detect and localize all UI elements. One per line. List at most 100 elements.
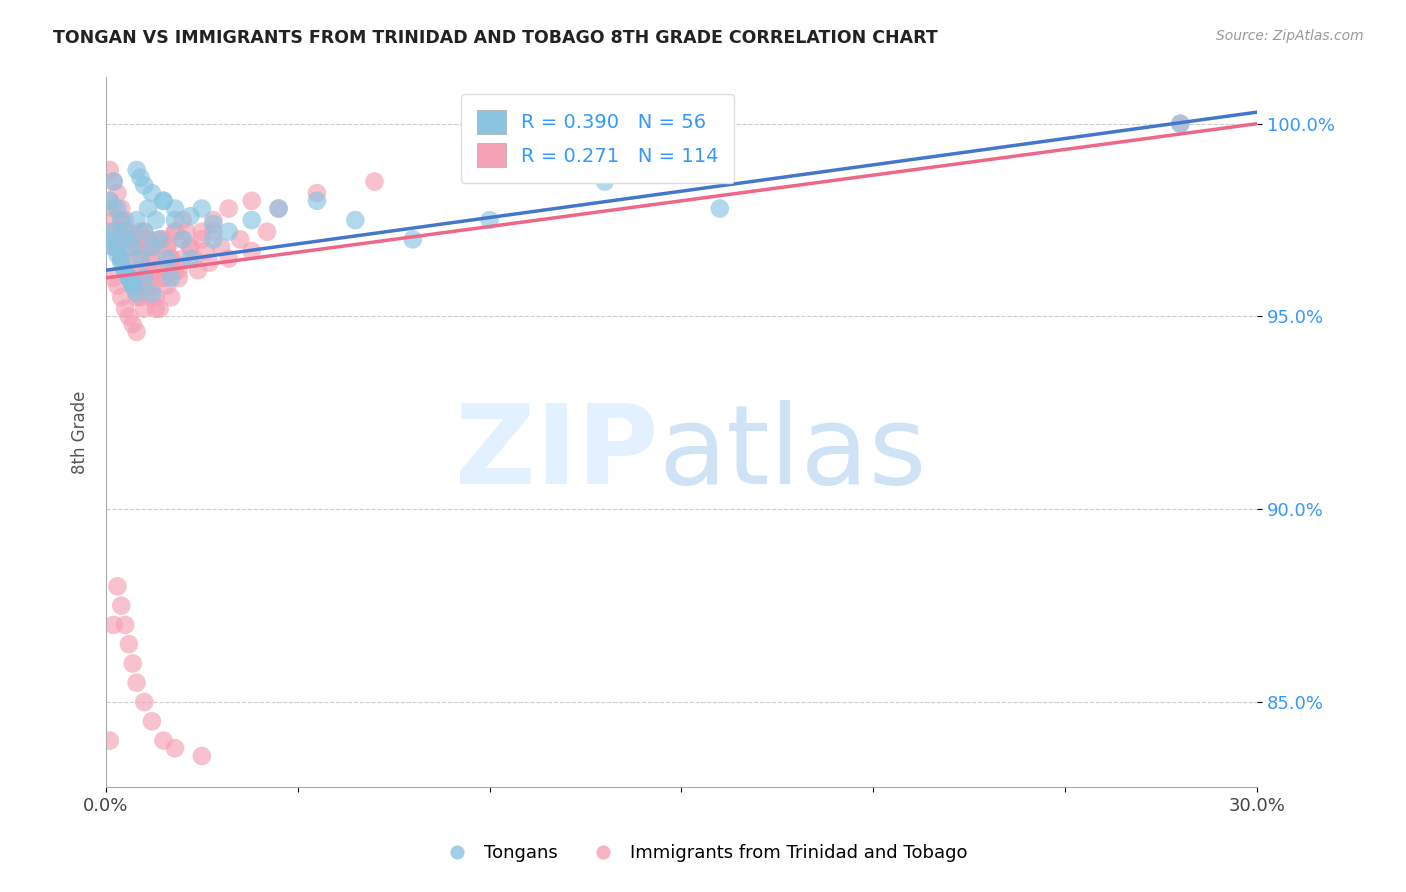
Point: [118, 271, 141, 285]
Point: [121, 317, 143, 331]
Point: [136, 278, 159, 293]
Point: [145, 290, 167, 304]
Text: atlas: atlas: [658, 400, 927, 507]
Point: [118, 232, 141, 246]
Point: [149, 232, 172, 246]
Point: [167, 263, 190, 277]
Point: [125, 252, 148, 266]
Y-axis label: 8th Grade: 8th Grade: [72, 391, 89, 474]
Point: [103, 175, 125, 189]
Point: [121, 240, 143, 254]
Point: [98, 232, 121, 246]
Point: [305, 194, 328, 208]
Point: [125, 213, 148, 227]
Point: [152, 733, 174, 747]
Point: [98, 733, 121, 747]
Point: [110, 252, 132, 266]
Point: [121, 278, 143, 293]
Point: [141, 186, 163, 200]
Point: [179, 240, 201, 254]
Point: [172, 213, 194, 227]
Point: [125, 290, 148, 304]
Point: [114, 263, 136, 277]
Point: [240, 244, 263, 258]
Point: [152, 271, 174, 285]
Point: [114, 213, 136, 227]
Point: [267, 202, 290, 216]
Point: [121, 232, 143, 246]
Point: [114, 263, 136, 277]
Point: [179, 252, 201, 266]
Point: [114, 263, 136, 277]
Point: [179, 240, 201, 254]
Point: [107, 186, 129, 200]
Point: [240, 213, 263, 227]
Point: [103, 618, 125, 632]
Point: [136, 202, 159, 216]
Point: [134, 225, 156, 239]
Point: [149, 263, 172, 277]
Point: [145, 263, 167, 277]
Point: [191, 225, 214, 239]
Point: [134, 271, 156, 285]
Point: [129, 290, 152, 304]
Point: [121, 240, 143, 254]
Point: [218, 202, 240, 216]
Point: [240, 194, 263, 208]
Point: [156, 240, 179, 254]
Point: [156, 252, 179, 266]
Point: [118, 271, 141, 285]
Point: [98, 225, 121, 239]
Point: [202, 213, 225, 227]
Point: [129, 252, 152, 266]
Point: [107, 278, 129, 293]
Point: [202, 232, 225, 246]
Point: [103, 213, 125, 227]
Point: [98, 194, 121, 208]
Legend: R = 0.390   N = 56, R = 0.271   N = 114: R = 0.390 N = 56, R = 0.271 N = 114: [461, 95, 734, 183]
Point: [344, 213, 367, 227]
Point: [125, 163, 148, 178]
Point: [141, 290, 163, 304]
Point: [110, 290, 132, 304]
Point: [160, 290, 183, 304]
Point: [121, 278, 143, 293]
Point: [163, 741, 186, 756]
Point: [110, 213, 132, 227]
Point: [114, 618, 136, 632]
Point: [402, 232, 425, 246]
Point: [103, 240, 125, 254]
Point: [125, 240, 148, 254]
Point: [110, 213, 132, 227]
Point: [121, 657, 143, 671]
Point: [209, 240, 232, 254]
Point: [121, 278, 143, 293]
Point: [218, 225, 240, 239]
Point: [141, 278, 163, 293]
Point: [125, 675, 148, 690]
Point: [129, 252, 152, 266]
Point: [118, 310, 141, 324]
Point: [160, 252, 183, 266]
Point: [152, 271, 174, 285]
Point: [256, 225, 278, 239]
Point: [114, 301, 136, 316]
Point: [191, 202, 214, 216]
Point: [118, 225, 141, 239]
Point: [114, 263, 136, 277]
Point: [107, 248, 129, 262]
Point: [110, 599, 132, 613]
Point: [172, 252, 194, 266]
Point: [136, 271, 159, 285]
Point: [156, 278, 179, 293]
Point: [172, 232, 194, 246]
Point: [202, 217, 225, 231]
Point: [202, 225, 225, 239]
Text: TONGAN VS IMMIGRANTS FROM TRINIDAD AND TOBAGO 8TH GRADE CORRELATION CHART: TONGAN VS IMMIGRANTS FROM TRINIDAD AND T…: [53, 29, 938, 46]
Point: [134, 232, 156, 246]
Point: [98, 194, 121, 208]
Point: [160, 271, 183, 285]
Point: [163, 213, 186, 227]
Point: [194, 244, 217, 258]
Point: [134, 301, 156, 316]
